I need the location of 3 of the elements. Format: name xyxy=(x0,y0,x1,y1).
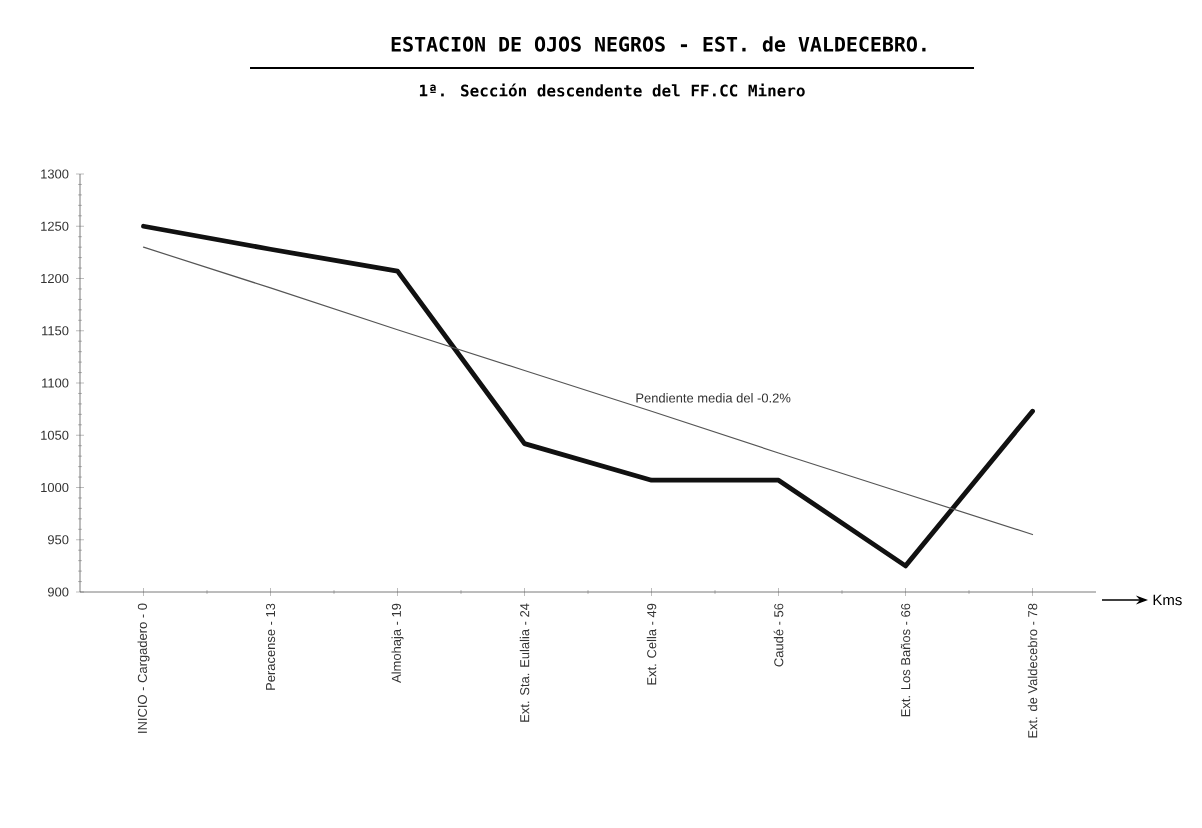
line-series xyxy=(142,246,1034,536)
line-series xyxy=(141,223,1035,569)
chart-title: ESTACION DE OJOS NEGROS - EST. de VALDECEBRO. xyxy=(391,36,926,52)
